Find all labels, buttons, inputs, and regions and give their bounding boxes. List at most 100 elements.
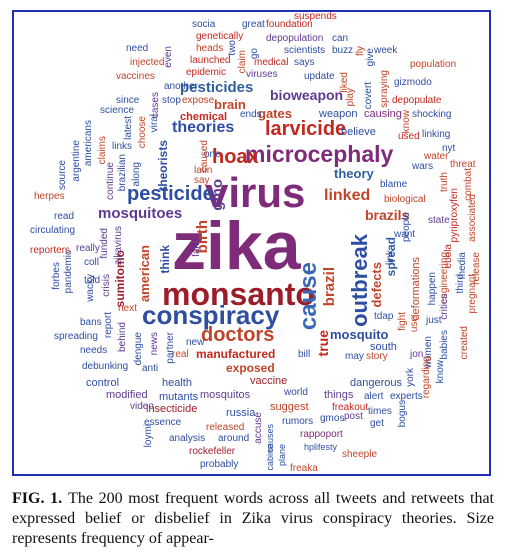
caption-text: The 200 most frequent words across all t… bbox=[12, 490, 494, 547]
cloud-word: crisis bbox=[101, 274, 112, 297]
cloud-word: gmos bbox=[320, 413, 345, 424]
cloud-word: theories bbox=[172, 119, 235, 136]
cloud-word: linking bbox=[422, 129, 451, 140]
cloud-word: brazils bbox=[365, 207, 410, 223]
cloud-word: circulating bbox=[30, 225, 76, 236]
cloud-word: loymi bbox=[143, 424, 154, 448]
cloud-word: vaccine bbox=[250, 375, 288, 387]
cloud-word: latin bbox=[194, 165, 213, 176]
cloud-word: story bbox=[366, 351, 388, 362]
cloud-word: state bbox=[428, 215, 450, 226]
cloud-word: monsanto bbox=[162, 276, 315, 312]
cloud-word: great bbox=[242, 19, 265, 30]
cloud-word: just bbox=[426, 315, 442, 326]
cloud-word: outbreak bbox=[347, 234, 372, 327]
cloud-word: weapon bbox=[319, 108, 358, 120]
cloud-word: need bbox=[126, 43, 149, 54]
cloud-word: third bbox=[455, 274, 466, 294]
cloud-word: report bbox=[103, 312, 114, 339]
cloud-word: update bbox=[304, 71, 335, 82]
cloud-word: times bbox=[368, 406, 392, 417]
cloud-word: biological bbox=[384, 194, 426, 205]
cloud-word: week bbox=[374, 45, 398, 56]
cloud-word: launched bbox=[190, 55, 231, 66]
cloud-word: debunking bbox=[82, 361, 129, 372]
cloud-word: water bbox=[424, 151, 449, 162]
cloud-word: since bbox=[116, 95, 140, 106]
cloud-word: brain bbox=[214, 97, 246, 112]
cloud-word: spraying bbox=[379, 70, 390, 108]
cloud-word: hplifesty bbox=[304, 442, 338, 452]
cloud-word: viruses bbox=[246, 69, 278, 80]
cloud-word: nyt bbox=[442, 143, 456, 154]
figure-caption: FIG. 1. The 200 most frequent words acros… bbox=[12, 489, 494, 549]
cloud-word: population bbox=[410, 59, 457, 70]
cloud-word: science bbox=[100, 105, 134, 116]
cloud-word: covert bbox=[363, 82, 374, 110]
cloud-word: mosquitos bbox=[200, 389, 251, 401]
cloud-word: alert bbox=[364, 391, 384, 402]
cloud-word: suspends bbox=[294, 11, 337, 22]
cloud-word: theorists bbox=[156, 140, 170, 191]
word-cloud-frame: zika virus monsanto conspiracy microcephaly l… bbox=[12, 10, 491, 476]
cloud-word: new bbox=[186, 337, 205, 348]
cloud-word: jon bbox=[410, 349, 424, 360]
cloud-word: created bbox=[459, 326, 470, 360]
cloud-word: pesticide bbox=[127, 183, 214, 205]
cloud-word: experts bbox=[390, 391, 423, 402]
cloud-word: mosquitoes bbox=[98, 205, 183, 222]
cloud-word: medical bbox=[254, 57, 289, 68]
cloud-word: scientists bbox=[284, 45, 326, 56]
cloud-word: argentine bbox=[71, 140, 82, 182]
cloud-word: causing bbox=[364, 108, 402, 120]
cloud-word: heads bbox=[196, 43, 224, 54]
cloud-word: forbes bbox=[51, 262, 62, 290]
cloud-word: larvicide bbox=[265, 118, 347, 140]
cloud-word: tdap bbox=[374, 311, 394, 322]
cloud-word: use bbox=[409, 316, 420, 333]
cloud-word: babies bbox=[439, 330, 450, 360]
cloud-word: pregnant bbox=[467, 274, 478, 314]
cloud-word: blame bbox=[380, 179, 408, 190]
cloud-word: want bbox=[394, 229, 416, 240]
cloud-word: foundation bbox=[266, 19, 313, 30]
cloud-word: brazilian bbox=[117, 154, 128, 192]
cloud-word: exposed bbox=[226, 361, 275, 375]
caption-label: FIG. 1. bbox=[12, 490, 63, 507]
cloud-word: ends bbox=[240, 109, 262, 120]
cloud-word: bioweapon bbox=[270, 87, 344, 103]
cloud-word: play bbox=[345, 88, 356, 107]
cloud-word: one bbox=[204, 149, 221, 160]
cloud-word: real bbox=[172, 349, 189, 360]
cloud-word: pyriproxyfen bbox=[449, 188, 460, 243]
cloud-word: wars bbox=[412, 161, 434, 172]
cloud-word: happen bbox=[427, 272, 438, 306]
cloud-word: doctors bbox=[201, 324, 275, 346]
cloud-word: freakout bbox=[332, 402, 369, 413]
cloud-word: rumors bbox=[282, 416, 314, 427]
cloud-word: rockefeller bbox=[189, 446, 236, 457]
cloud-word: epidemic bbox=[186, 67, 227, 78]
cloud-word: south bbox=[370, 341, 397, 353]
cloud-word: get bbox=[370, 418, 384, 429]
cloud-word: vaccines bbox=[116, 71, 155, 82]
cloud-word: insecticide bbox=[146, 403, 198, 415]
cloud-word: microcephaly bbox=[245, 141, 394, 167]
cloud-word: true bbox=[315, 330, 331, 357]
cloud-word: regarding bbox=[421, 356, 432, 399]
cloud-word: brazil bbox=[321, 267, 338, 307]
cloud-word: mutants bbox=[159, 391, 199, 403]
cloud-word: zika bbox=[172, 208, 301, 284]
cloud-word: another bbox=[164, 81, 198, 92]
cloud-word: source bbox=[57, 160, 68, 191]
cloud-word: reporters bbox=[30, 245, 71, 256]
cloud-word: know bbox=[435, 360, 446, 384]
cloud-word: expose bbox=[182, 95, 215, 106]
cloud-word: causes bbox=[265, 424, 275, 453]
cloud-word: news bbox=[149, 332, 160, 356]
cloud-word: socia bbox=[192, 19, 216, 30]
cloud-word: anti bbox=[142, 363, 159, 374]
cloud-word: used bbox=[398, 131, 420, 142]
cloud-word: accuse bbox=[253, 412, 264, 444]
cloud-word: funded bbox=[99, 228, 110, 259]
